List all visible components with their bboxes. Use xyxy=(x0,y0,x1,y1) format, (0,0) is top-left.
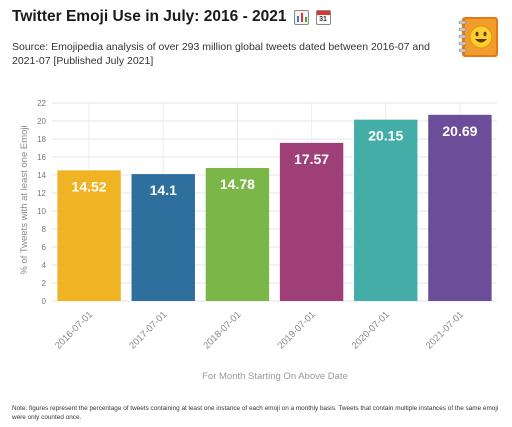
x-tick-label: 2019-07-01 xyxy=(276,309,318,351)
y-tick-label: 22 xyxy=(37,99,46,108)
y-tick-label: 2 xyxy=(42,279,47,288)
bar-2017-07-01 xyxy=(131,174,195,301)
bar-value-label: 17.57 xyxy=(294,151,329,167)
x-tick-label: 2017-07-01 xyxy=(127,309,169,351)
x-axis-label: For Month Starting On Above Date xyxy=(202,371,348,382)
y-tick-label: 12 xyxy=(37,189,46,198)
footnote: Note: figures represent the percentage o… xyxy=(12,405,499,421)
x-tick-label: 2021-07-01 xyxy=(424,309,466,351)
bar-value-label: 20.69 xyxy=(442,123,477,139)
bar-value-label: 14.1 xyxy=(150,182,177,198)
bar-value-label: 14.52 xyxy=(72,178,107,194)
y-axis-label: % of Tweets with at least one Emoji xyxy=(19,125,30,274)
bar-2021-07-01 xyxy=(428,114,492,301)
x-tick-label: 2018-07-01 xyxy=(201,309,243,351)
chart-title-text: Twitter Emoji Use in July: 2016 - 2021 xyxy=(12,8,287,25)
bar-2016-07-01 xyxy=(57,170,121,301)
y-tick-label: 0 xyxy=(42,297,47,306)
bar-2018-07-01 xyxy=(205,167,270,301)
y-tick-label: 20 xyxy=(37,117,46,126)
chart-subtitle: Source: Emojipedia analysis of over 293 … xyxy=(12,41,430,67)
y-tick-label: 6 xyxy=(42,243,47,252)
y-tick-label: 8 xyxy=(42,225,47,234)
bar-value-label: 20.15 xyxy=(368,128,403,144)
x-tick-label: 2016-07-01 xyxy=(53,309,95,351)
bar-value-label: 14.78 xyxy=(220,176,255,192)
y-tick-label: 4 xyxy=(42,261,47,270)
bar-chart-icon xyxy=(293,9,309,25)
y-tick-label: 18 xyxy=(37,135,46,144)
calendar-day: 31 xyxy=(319,15,327,23)
bar-2019-07-01 xyxy=(279,142,344,301)
calendar-icon: 31 xyxy=(315,9,331,25)
chart-title: Twitter Emoji Use in July: 2016 - 2021 3… xyxy=(12,8,331,26)
y-tick-label: 14 xyxy=(37,171,46,180)
y-tick-label: 16 xyxy=(37,153,46,162)
bar-2020-07-01 xyxy=(354,119,418,302)
y-tick-label: 10 xyxy=(37,207,46,216)
emojipedia-book-icon xyxy=(458,17,498,57)
x-tick-label: 2020-07-01 xyxy=(350,309,392,351)
